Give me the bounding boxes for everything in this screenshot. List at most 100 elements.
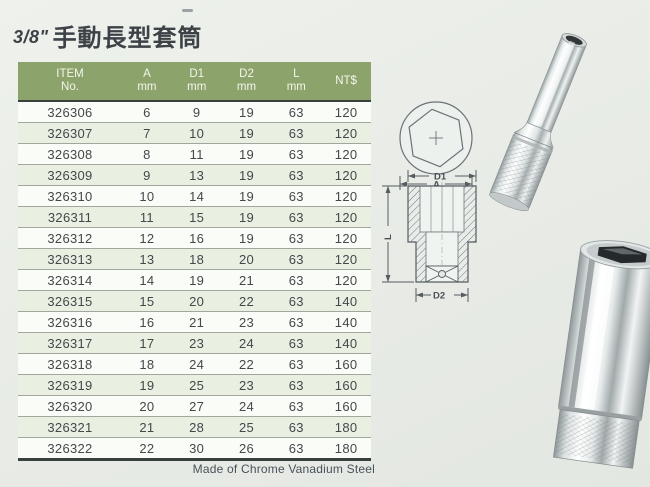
value-cell: 120 [321, 227, 371, 249]
column-header-line2: mm [236, 81, 257, 93]
value-cell: 120 [321, 122, 371, 144]
value-cell: 120 [321, 143, 371, 165]
column-header-line1: D2 [239, 68, 254, 80]
value-cell: 7 [122, 122, 172, 144]
value-cell: 20 [122, 395, 172, 417]
value-cell: 27 [171, 395, 222, 417]
table-row: 326322 22 30 26 63 180 [18, 437, 371, 460]
value-cell: 160 [321, 353, 371, 375]
value-cell: 19 [221, 227, 272, 249]
value-cell: 63 [271, 122, 322, 144]
value-cell: 11 [122, 206, 172, 228]
value-cell: 160 [321, 374, 371, 396]
value-cell: 63 [271, 311, 322, 333]
value-cell: 63 [271, 437, 322, 460]
item-number-cell: 326309 [18, 164, 122, 186]
value-cell: 63 [271, 206, 322, 228]
table-row: 326314 14 19 21 63 120 [18, 269, 371, 291]
value-cell: 120 [321, 269, 371, 291]
body-dark-reflection [568, 252, 597, 408]
item-number-cell: 326316 [18, 311, 122, 333]
value-cell: 6 [143, 104, 151, 120]
hex-bore-shine [602, 248, 643, 255]
hex-bore-diagram: A [399, 101, 473, 191]
value-cell: 63 [271, 353, 322, 375]
value-cell: 18 [122, 353, 172, 375]
page-title: 3/8" 手動長型套筒 [13, 18, 203, 53]
value-cell: 19 [221, 206, 272, 228]
value-cell: 21 [171, 311, 222, 333]
item-number-cell: 326308 [18, 143, 122, 165]
table-row: 326307 7 10 19 63 120 [18, 122, 371, 144]
column-header-line1: A [143, 68, 151, 80]
value-cell: 14 [122, 269, 172, 291]
scan-dash-artifact [182, 9, 193, 12]
value-cell: 16 [122, 311, 172, 333]
socket-shoulder [513, 122, 554, 149]
column-header-line2: mm [187, 81, 207, 93]
dimension-l-label: L [383, 234, 394, 240]
value-cell: 120 [321, 185, 371, 207]
column-header-line2: mm [137, 81, 157, 93]
value-cell: 120 [321, 248, 371, 270]
column-header: NT$ [321, 62, 371, 102]
socket-groove-ring [558, 405, 642, 421]
table-row: 326317 17 23 24 63 140 [18, 332, 371, 354]
item-number-cell: 326313 [18, 248, 122, 270]
page-title-size: 3/8" [13, 27, 49, 47]
table-row: 326319 19 25 23 63 160 [18, 374, 371, 396]
value-cell: 63 [271, 290, 322, 312]
value-cell: 22 [221, 290, 272, 312]
column-header: ITEM No. [18, 62, 122, 102]
value-cell: 26 [221, 437, 272, 460]
center-cross-icon [429, 131, 443, 145]
value-cell: 21 [122, 416, 172, 438]
value-cell: 120 [334, 104, 358, 120]
value-cell: 63 [271, 416, 322, 438]
value-cell: 19 [122, 374, 172, 396]
item-number-cell: 326314 [18, 269, 122, 291]
value-cell: 19 [221, 143, 272, 165]
socket-knurl-band2 [491, 139, 551, 204]
value-cell: 63 [271, 248, 322, 270]
value-cell: 22 [221, 353, 272, 375]
column-header-line2: mm [286, 81, 306, 93]
page-title-text: 手動長型套筒 [52, 25, 203, 52]
item-number-cell: 326311 [18, 206, 122, 228]
socket-bottom-edge [489, 192, 529, 212]
dimension-a: A [399, 176, 473, 191]
dimension-a-label: A [433, 180, 440, 191]
value-cell: 19 [221, 164, 272, 186]
body-highlight [580, 253, 616, 411]
column-header-line1: D1 [189, 68, 205, 80]
value-cell: 9 [122, 164, 172, 186]
column-header: D2 mm [221, 62, 272, 102]
item-number-cell: 326317 [18, 332, 122, 354]
socket-groove [512, 135, 553, 154]
value-cell: 140 [321, 332, 371, 354]
value-cell: 19 [171, 269, 222, 291]
item-number-cell: 326312 [18, 227, 122, 249]
value-cell: 63 [288, 104, 304, 120]
value-cell: 10 [171, 122, 222, 144]
value-cell: 16 [171, 227, 222, 249]
value-cell: 13 [122, 248, 172, 270]
socket-bore-hole [565, 35, 583, 45]
dimension-d1-label: D1 [434, 172, 447, 183]
column-header-line1: L [293, 68, 300, 80]
value-cell: 19 [238, 104, 255, 120]
item-number-cell: 326320 [18, 395, 122, 417]
table-row: 326310 10 14 19 63 120 [18, 185, 371, 207]
value-cell: 180 [321, 416, 371, 438]
item-number-cell: 326306 [47, 104, 93, 120]
socket-photo-small [489, 33, 587, 212]
column-header: D1 mm [171, 62, 222, 102]
value-cell: 140 [321, 290, 371, 312]
value-cell: 22 [122, 437, 172, 460]
table-row: 326306 6 9 19 63 120 [18, 101, 371, 123]
value-cell: 63 [271, 143, 322, 165]
value-cell: 63 [271, 227, 322, 249]
